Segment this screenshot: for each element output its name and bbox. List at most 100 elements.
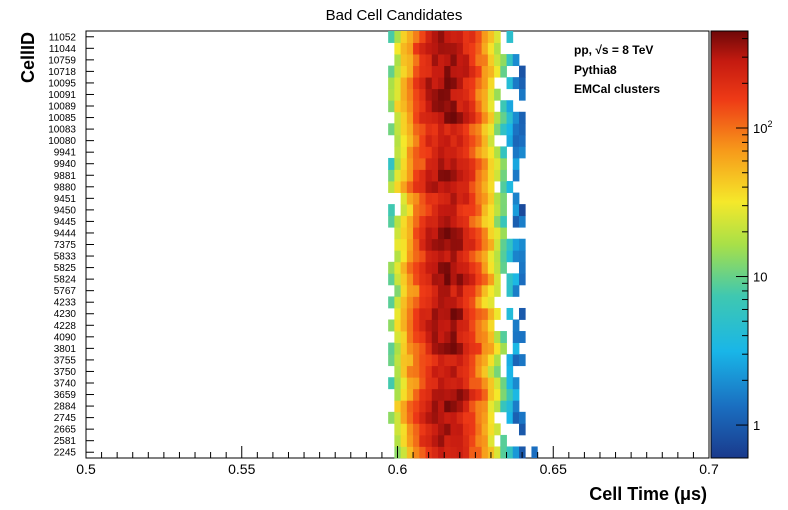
- heatmap-cell: [481, 169, 489, 182]
- heatmap-cell: [438, 388, 445, 401]
- heatmap-cell: [462, 423, 470, 436]
- heatmap-cell: [400, 204, 408, 217]
- heatmap-cell: [456, 377, 464, 390]
- heatmap-cell: [406, 146, 414, 159]
- heatmap-cell: [425, 100, 433, 113]
- y-tick-label: 10080: [48, 136, 76, 147]
- heatmap-cell: [388, 342, 395, 355]
- heatmap-cell: [487, 88, 495, 101]
- annotation-energy: pp, √s = 8 TeV: [574, 43, 653, 57]
- heatmap-cell: [388, 354, 395, 367]
- heatmap-cell: [444, 227, 451, 240]
- heatmap-cell: [450, 319, 458, 332]
- heatmap-cell: [469, 157, 476, 170]
- heatmap-cell: [413, 157, 420, 170]
- heatmap-cell: [419, 296, 426, 309]
- heatmap-cell: [456, 434, 464, 447]
- heatmap-cell: [419, 204, 426, 217]
- heatmap-cell: [438, 377, 445, 390]
- heatmap-cell: [518, 250, 526, 263]
- heatmap-cell: [388, 77, 395, 90]
- heatmap-cell: [431, 192, 439, 205]
- heatmap-cell: [413, 54, 420, 67]
- heatmap-cell: [425, 377, 433, 390]
- heatmap-cell: [475, 261, 483, 274]
- heatmap-cell: [481, 365, 489, 378]
- heatmap-cell: [400, 284, 408, 297]
- heatmap-cell: [425, 354, 433, 367]
- heatmap-cell: [431, 273, 439, 286]
- heatmap-cell: [481, 261, 489, 274]
- heatmap-cell: [431, 342, 439, 355]
- heatmap-cell: [400, 238, 408, 251]
- heatmap-cell: [400, 100, 408, 113]
- heatmap-cell: [419, 423, 426, 436]
- heatmap-cell: [425, 284, 433, 297]
- heatmap-cell: [456, 157, 464, 170]
- heatmap-cell: [419, 146, 426, 159]
- heatmap-cell: [469, 331, 476, 343]
- heatmap-cell: [518, 411, 526, 424]
- heatmap-cell: [494, 31, 501, 43]
- heatmap-cell: [456, 146, 464, 159]
- heatmap-cell: [450, 134, 458, 147]
- heatmap-cell: [456, 388, 464, 401]
- heatmap-cell: [394, 273, 402, 286]
- heatmap-cell: [475, 365, 483, 378]
- y-tick-label: 5824: [54, 275, 77, 286]
- heatmap-cell: [438, 77, 445, 90]
- heatmap-cell: [444, 354, 451, 367]
- heatmap-cell: [450, 157, 458, 170]
- heatmap-cell: [456, 227, 464, 240]
- heatmap-cell: [456, 423, 464, 436]
- heatmap-cell: [456, 123, 464, 136]
- heatmap-cell: [413, 365, 420, 378]
- heatmap-cell: [469, 181, 476, 193]
- heatmap-cell: [518, 77, 526, 90]
- heatmap-cell: [506, 354, 514, 367]
- heatmap-cell: [494, 284, 501, 297]
- heatmap-cell: [462, 111, 470, 124]
- heatmap-cell: [419, 365, 426, 378]
- heatmap-cell: [438, 31, 445, 43]
- y-tick-label: 3755: [54, 355, 77, 366]
- heatmap-cell: [438, 204, 445, 217]
- heatmap-cell: [431, 307, 439, 320]
- heatmap-cell: [425, 134, 433, 147]
- heatmap-cell: [518, 134, 526, 147]
- heatmap-cell: [438, 227, 445, 240]
- heatmap-cell: [487, 77, 495, 90]
- heatmap-cell: [487, 215, 495, 228]
- heatmap-cell: [450, 365, 458, 378]
- heatmap-cell: [438, 65, 445, 78]
- heatmap-cell: [487, 377, 495, 390]
- heatmap-cell: [431, 446, 439, 459]
- heatmap-cell: [406, 411, 414, 424]
- heatmap-cell: [431, 123, 439, 136]
- heatmap-cell: [481, 100, 489, 113]
- heatmap-cell: [462, 354, 470, 367]
- heatmap-cell: [456, 400, 464, 413]
- heatmap-cell: [406, 54, 414, 67]
- heatmap-cell: [394, 31, 402, 43]
- heatmap-cell: [518, 204, 526, 217]
- heatmap-cell: [450, 123, 458, 136]
- heatmap-cell: [394, 42, 402, 55]
- heatmap-cell: [462, 331, 470, 343]
- heatmap-cell: [444, 307, 451, 320]
- heatmap-cell: [400, 88, 408, 101]
- heatmap-cell: [462, 204, 470, 217]
- heatmap-cell: [469, 65, 476, 78]
- heatmap-cell: [462, 65, 470, 78]
- heatmap-cell: [431, 88, 439, 101]
- heatmap-cell: [413, 204, 420, 217]
- heatmap-cell: [388, 123, 395, 136]
- heatmap-cell: [469, 192, 476, 205]
- heatmap-cell: [413, 331, 420, 343]
- heatmap-cell: [419, 388, 426, 401]
- heatmap-cell: [438, 423, 445, 436]
- heatmap-cell: [450, 100, 458, 113]
- y-tick-label: 2245: [54, 448, 77, 459]
- heatmap-cell: [444, 284, 451, 297]
- heatmap-cell: [425, 123, 433, 136]
